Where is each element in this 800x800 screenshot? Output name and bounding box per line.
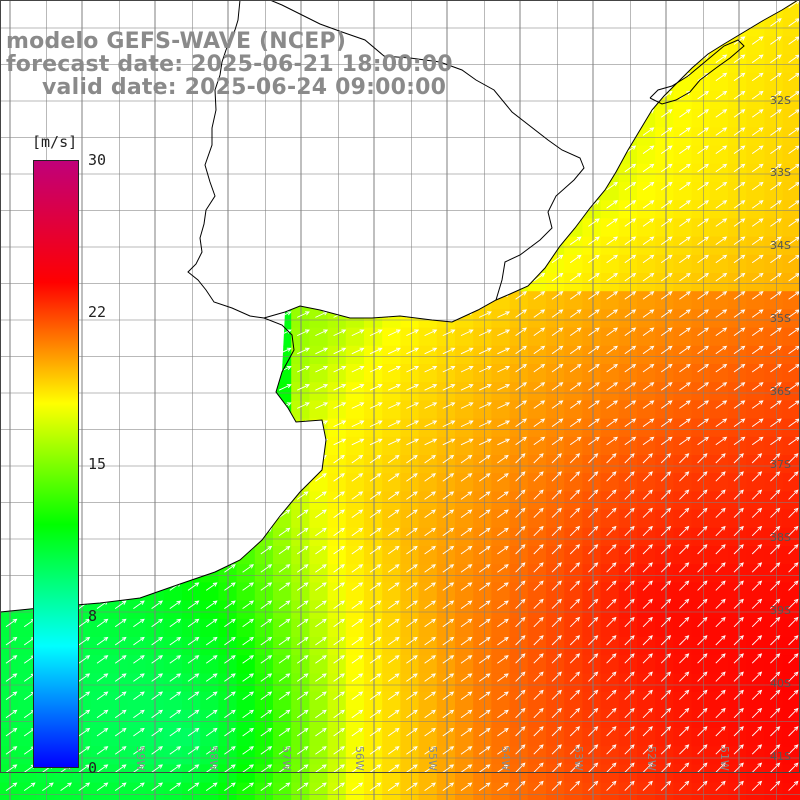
lat-label: 36S <box>770 385 791 398</box>
latitude-labels: 32S 33S 34S 35S 36S 37S 38S 39S 40S 41S <box>770 94 791 763</box>
lat-label: 39S <box>770 604 791 617</box>
forecast-date-title: forecast date: 2025-06-21 18:00:00 <box>6 52 453 77</box>
longitude-labels: 61W60W59W58W57W56W55W54W53W52W51W <box>0 746 731 771</box>
lat-label: 35S <box>770 312 791 325</box>
lat-label: 40S <box>770 677 791 690</box>
legend-tick-22: 22 <box>88 303 107 321</box>
coastline <box>0 0 799 613</box>
legend-unit-label: [m/s] <box>32 133 78 151</box>
lon-label: 54W <box>499 746 512 771</box>
legend-tick-30: 30 <box>88 151 107 169</box>
lon-label: 59W <box>134 746 147 771</box>
valid-date-title: valid date: 2025-06-24 09:00:00 <box>42 75 447 100</box>
legend-tick-8: 8 <box>88 607 98 625</box>
lat-label: 41S <box>770 750 791 763</box>
lat-label: 37S <box>770 458 791 471</box>
lon-label: 56W <box>353 746 366 771</box>
legend-tick-0: 0 <box>88 759 98 777</box>
lon-label: 52W <box>645 746 658 771</box>
lon-label: 55W <box>426 746 439 771</box>
lat-label: 33S <box>770 166 791 179</box>
lon-label: 58W <box>207 746 220 771</box>
legend-colorbar <box>33 160 79 768</box>
lon-label: 53W <box>572 746 585 771</box>
model-title: modelo GEFS-WAVE (NCEP) <box>6 29 347 54</box>
lon-label: 57W <box>280 746 293 771</box>
lon-label: 51W <box>718 746 731 771</box>
lat-label: 38S <box>770 531 791 544</box>
lat-label: 34S <box>770 239 791 252</box>
lat-label: 32S <box>770 94 791 107</box>
legend-tick-15: 15 <box>88 455 107 473</box>
